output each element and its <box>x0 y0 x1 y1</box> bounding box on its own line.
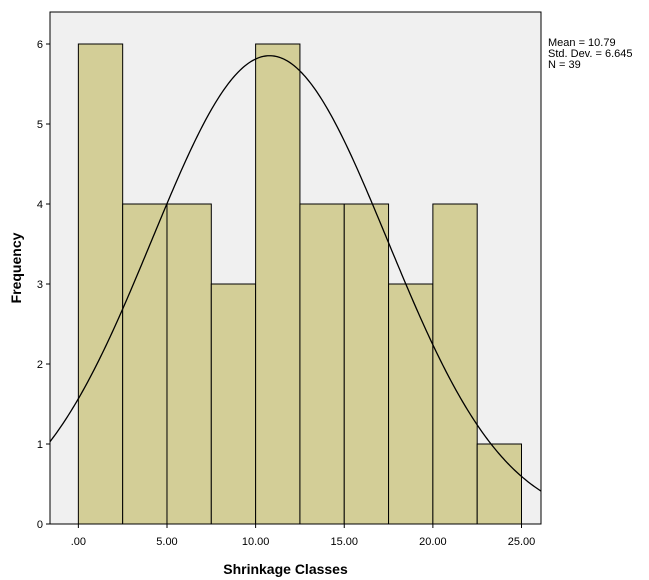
y-tick-label: 2 <box>37 359 43 371</box>
bars-group <box>77 43 523 525</box>
histogram-bar <box>343 203 390 525</box>
x-axis-title: Shrinkage Classes <box>223 561 348 577</box>
x-tick-label: 10.00 <box>242 536 270 548</box>
x-tick-label: 5.00 <box>156 536 177 548</box>
x-tick-label: 20.00 <box>419 536 447 548</box>
x-tick-label: .00 <box>71 536 86 548</box>
histogram-bar <box>388 283 434 525</box>
y-tick-label: 0 <box>37 519 43 531</box>
x-tick-label: 25.00 <box>508 536 536 548</box>
y-tick-label: 6 <box>37 39 43 51</box>
y-axis-title: Frequency <box>8 232 24 303</box>
stats-n: N = 39 <box>548 59 581 71</box>
stats-std-dev: Std. Dev. = 6.645 <box>548 48 633 60</box>
histogram-bar <box>432 203 478 525</box>
y-tick-label: 3 <box>37 279 43 291</box>
normal-curve-group <box>49 55 542 492</box>
normal-curve-line <box>49 55 542 492</box>
stats-legend: Mean = 10.79 Std. Dev. = 6.645 N = 39 <box>548 38 633 71</box>
y-tick-label: 4 <box>37 199 43 211</box>
y-tick-label: 5 <box>37 119 43 131</box>
histogram-bar <box>122 203 168 525</box>
histogram-bar <box>476 443 523 525</box>
histogram-bar <box>255 43 301 525</box>
histogram-bar <box>210 283 257 525</box>
histogram-bar <box>299 203 345 525</box>
axes-group: 0 1 2 3 4 5 6 .00 5.00 10.00 15.00 20.00 25.00 <box>37 12 541 548</box>
histogram-bar <box>77 43 124 525</box>
x-tick-label: 15.00 <box>330 536 358 548</box>
y-tick-label: 1 <box>37 439 43 451</box>
stats-mean: Mean = 10.79 <box>548 37 616 49</box>
histogram-bar <box>166 203 212 525</box>
